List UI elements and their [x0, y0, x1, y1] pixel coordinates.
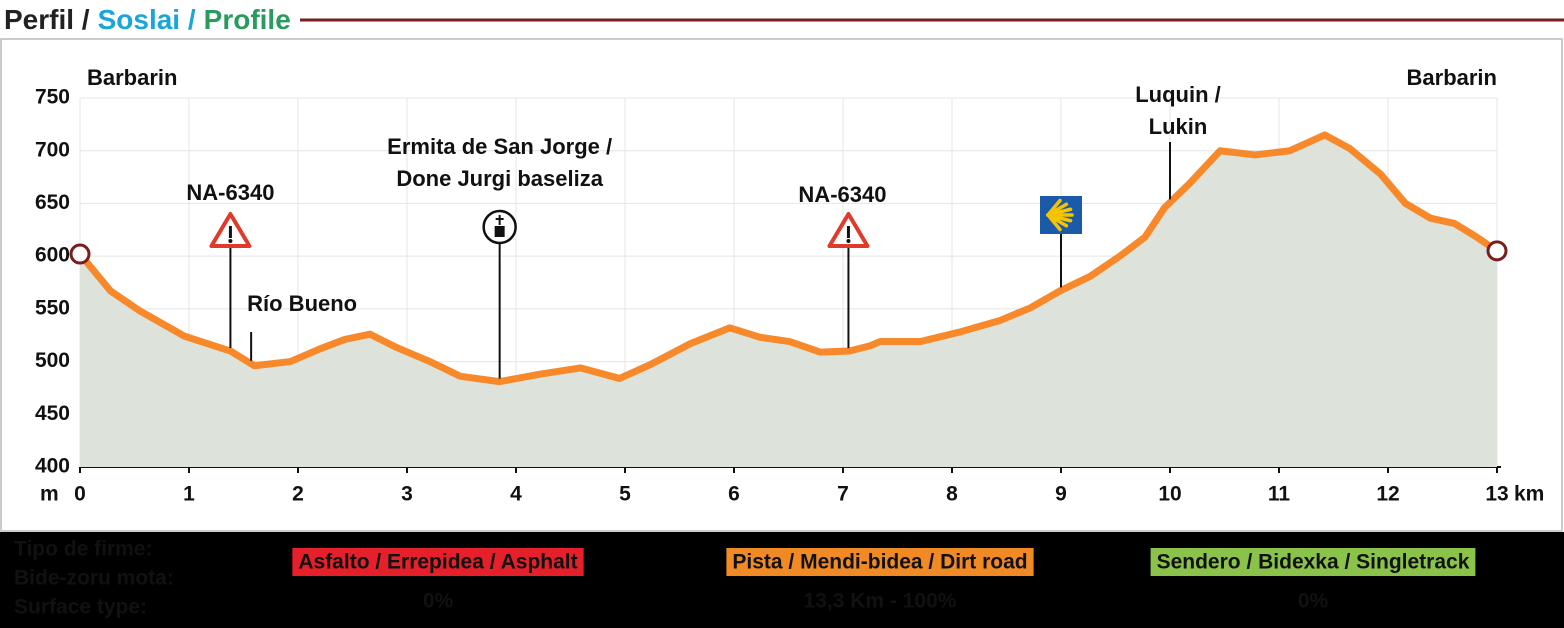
y-tick-label: 400 — [35, 455, 70, 478]
x-tick-label: 5 — [619, 483, 631, 506]
profile-area — [80, 134, 1497, 467]
surface-heading: Surface type: — [14, 596, 147, 619]
x-tick-label: 10 — [1158, 483, 1181, 506]
endpoint — [69, 243, 91, 265]
y-tick-label: 550 — [35, 296, 70, 319]
annotation-label: Río Bueno — [247, 291, 357, 316]
x-tick-label: 13 — [1485, 483, 1508, 506]
surface-badge — [1150, 548, 1476, 576]
x-tick-label: 0 — [74, 483, 86, 506]
y-tick-label: 600 — [35, 244, 70, 267]
x-axis-label: km — [1514, 483, 1544, 506]
title-part: Soslai / — [98, 4, 196, 35]
x-tick-label: 6 — [728, 483, 740, 506]
chart-title: Perfil / Soslai / Profile — [4, 4, 291, 35]
annotation-label: Done Jurgi baseliza — [396, 166, 603, 191]
x-tick-label: 2 — [292, 483, 304, 506]
x-tick-label: 8 — [946, 483, 958, 506]
annotation-label: NA-6340 — [186, 180, 274, 205]
surface-heading: Tipo de firme: — [14, 538, 152, 561]
y-tick-label: 450 — [35, 402, 70, 425]
x-tick-label: 7 — [837, 483, 849, 506]
x-tick-label: 11 — [1268, 483, 1291, 506]
x-tick-label: 12 — [1376, 483, 1399, 506]
surface-share: 0% — [1298, 590, 1329, 613]
annotation-label: Barbarin — [1407, 65, 1497, 90]
surface-share: 13,3 Km - 100% — [804, 590, 957, 613]
annotation-label: Luquin / — [1135, 82, 1221, 107]
endpoint — [1486, 240, 1508, 262]
y-tick-label: 500 — [35, 349, 70, 372]
surface-name: Asfalto / Errepidea / Asphalt — [298, 551, 577, 574]
annotation-label: Barbarin — [87, 65, 177, 90]
footer-band — [0, 532, 1564, 628]
title-part: Perfil / — [4, 4, 90, 35]
x-tick-label: 1 — [183, 483, 195, 506]
surface-share: 0% — [423, 590, 454, 613]
annotation-label: Lukin — [1149, 114, 1208, 139]
surface-name: Pista / Mendi-bidea / Dirt road — [732, 551, 1027, 574]
shell-ray — [1046, 213, 1062, 232]
title-part: Profile — [204, 4, 291, 35]
warning-icon-mark — [228, 226, 232, 238]
warning-icon-dot — [846, 239, 851, 243]
y-axis-label: m — [40, 483, 59, 506]
x-tick-label: 4 — [510, 483, 522, 506]
surface-heading: Bide-zoru mota: — [14, 567, 174, 590]
y-tick-label: 750 — [35, 86, 70, 109]
warning-icon-dot — [228, 239, 233, 243]
surface-name: Sendero / Bidexka / Singletrack — [1157, 551, 1470, 574]
y-tick-label: 700 — [35, 138, 70, 161]
chapel-icon-cross — [495, 215, 504, 225]
annotation-label: Ermita de San Jorge / — [387, 134, 612, 159]
warning-icon-mark — [846, 226, 850, 238]
annotation-label: NA-6340 — [798, 182, 886, 207]
x-tick-label: 9 — [1055, 483, 1067, 506]
y-tick-label: 650 — [35, 191, 70, 214]
surface-badge — [726, 548, 1034, 576]
profile-line — [76, 131, 1501, 386]
chapel-icon-body — [494, 226, 505, 237]
x-tick-label: 3 — [401, 483, 413, 506]
surface-badge — [292, 548, 584, 576]
